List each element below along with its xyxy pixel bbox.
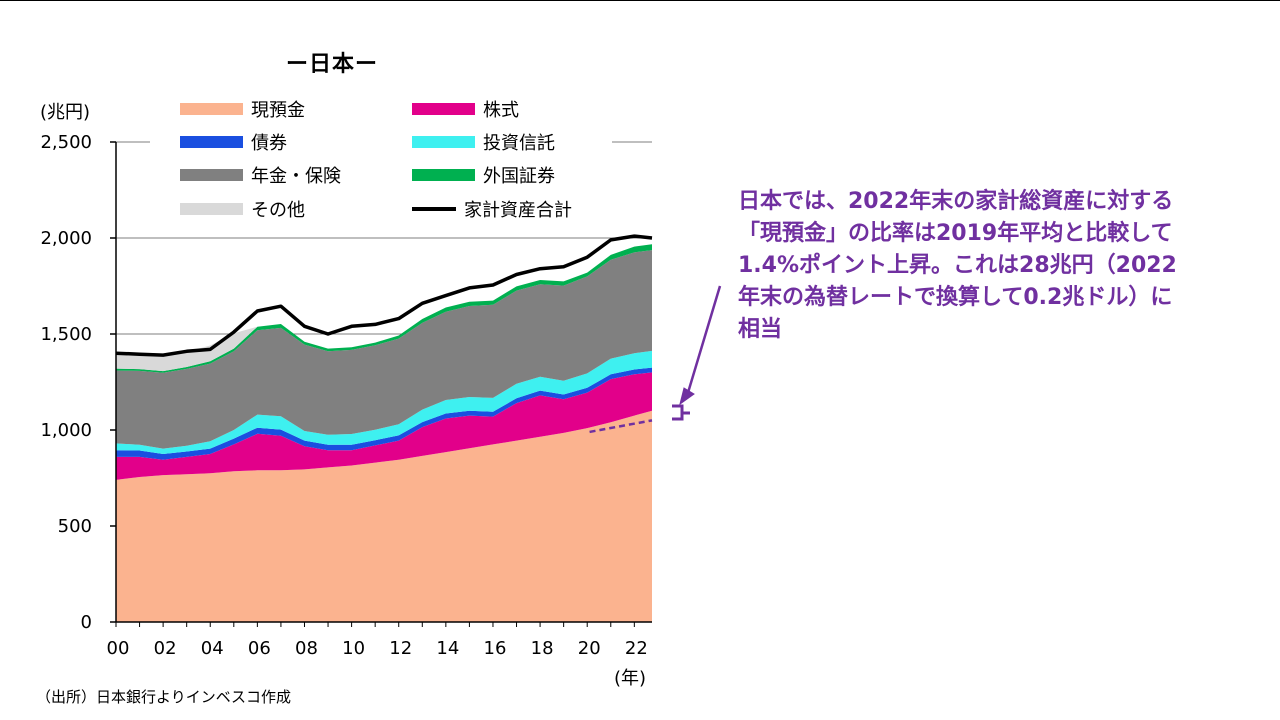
area-series bbox=[116, 244, 652, 372]
annotation-marks bbox=[672, 285, 722, 421]
legend-label: 現預金 bbox=[251, 100, 305, 121]
area-series bbox=[116, 372, 652, 480]
legend-item-stocks: 株式 bbox=[412, 96, 519, 122]
legend-item-investment-trusts: 投資信託 bbox=[412, 129, 555, 155]
x-tick-label: 14 bbox=[436, 638, 459, 659]
y-tick-label: 2,000 bbox=[40, 228, 92, 249]
y-tick-label: 500 bbox=[58, 516, 92, 537]
annotation-line: 相当 bbox=[738, 317, 783, 342]
annotation-line: 年末の為替レートで換算して0.2兆ドル）に bbox=[738, 285, 1173, 310]
annotation-bracket bbox=[672, 404, 690, 421]
y-tick-label: 1,000 bbox=[40, 420, 92, 441]
legend-item-pension-insurance: 年金・保険 bbox=[180, 162, 341, 188]
legend-label: 年金・保険 bbox=[251, 166, 341, 187]
legend-swatch bbox=[180, 203, 243, 215]
cash-trend-line bbox=[589, 419, 653, 434]
legend-label: 株式 bbox=[483, 100, 519, 121]
area-series bbox=[116, 410, 652, 622]
annotation-arrow bbox=[685, 285, 722, 397]
top-rule bbox=[0, 0, 1280, 1]
legend-line bbox=[412, 207, 456, 211]
source-note: （出所）日本銀行よりインベスコ作成 bbox=[36, 688, 292, 706]
axes: 0 500 1,000 1,500 2,000 2,500 00 02 04 06 08 10 12 14… bbox=[40, 132, 652, 659]
area-series bbox=[116, 250, 652, 449]
legend-swatch bbox=[180, 103, 243, 115]
legend-swatch bbox=[412, 169, 475, 181]
x-tick-label: 00 bbox=[107, 638, 130, 659]
area-series bbox=[116, 350, 652, 454]
legend-label: 債券 bbox=[251, 133, 287, 154]
x-tick-label: 06 bbox=[248, 638, 271, 659]
y-tick-label: 1,500 bbox=[40, 324, 92, 345]
legend-item-total: 家計資産合計 bbox=[412, 196, 572, 222]
x-tick-label: 22 bbox=[625, 638, 648, 659]
legend-label: 外国証券 bbox=[483, 166, 555, 187]
x-tick-label: 10 bbox=[342, 638, 365, 659]
annotation-arrowhead bbox=[679, 387, 695, 406]
annotation-line: 「現預金」の比率は2019年平均と比較して bbox=[738, 221, 1173, 246]
legend-label: 家計資産合計 bbox=[464, 200, 572, 221]
x-tick-label: 20 bbox=[578, 638, 601, 659]
annotation-line: 1.4%ポイント上昇。これは28兆円（2022 bbox=[738, 253, 1177, 278]
stacked-areas bbox=[116, 244, 652, 622]
legend-item-other: その他 bbox=[180, 196, 305, 222]
x-tick-label: 02 bbox=[154, 638, 177, 659]
x-tick-label: 04 bbox=[201, 638, 224, 659]
chart-title: ー日本ー bbox=[286, 52, 379, 77]
x-tick-label: 16 bbox=[484, 638, 507, 659]
legend-swatch bbox=[180, 169, 243, 181]
legend-swatch bbox=[180, 136, 243, 148]
area-series bbox=[116, 367, 652, 460]
annotation-line: 日本では、2022年末の家計総資産に対する bbox=[738, 189, 1174, 214]
annotation-text: 日本では、2022年末の家計総資産に対する 「現預金」の比率は2019年平均と比… bbox=[738, 186, 1268, 346]
y-tick-label: 2,500 bbox=[40, 132, 92, 153]
legend-item-bonds: 債券 bbox=[180, 129, 287, 155]
legend-item-foreign-securities: 外国証券 bbox=[412, 162, 555, 188]
legend-label: 投資信託 bbox=[483, 133, 555, 154]
x-tick-label: 12 bbox=[389, 638, 412, 659]
total-line-layer bbox=[115, 234, 653, 434]
legend-swatch bbox=[412, 136, 475, 148]
x-tick-label: 08 bbox=[295, 638, 318, 659]
x-axis-unit: (年) bbox=[614, 668, 647, 689]
legend-item-cash: 現預金 bbox=[180, 96, 305, 122]
legend-label: その他 bbox=[251, 200, 305, 221]
y-axis-unit: (兆円) bbox=[40, 102, 91, 123]
y-tick-label: 0 bbox=[81, 612, 92, 633]
total-assets-line bbox=[115, 234, 653, 357]
x-tick-label: 18 bbox=[531, 638, 554, 659]
legend-swatch bbox=[412, 103, 475, 115]
